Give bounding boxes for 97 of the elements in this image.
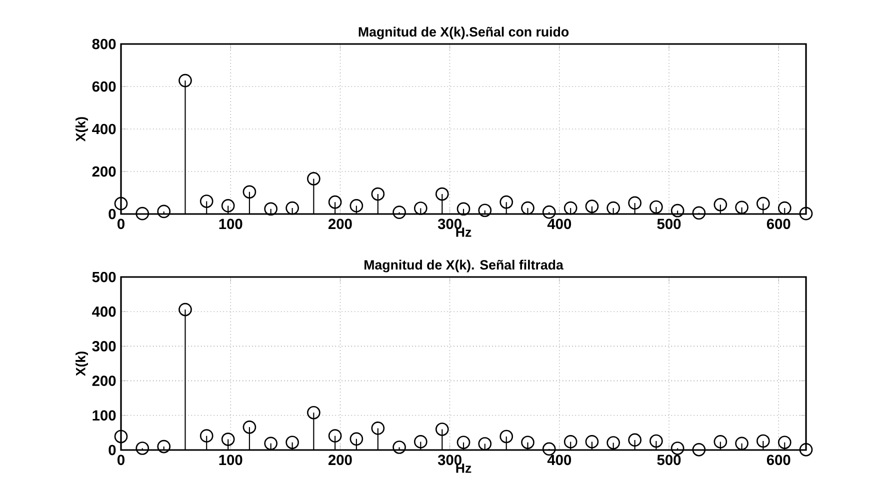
x-tick-label: 600 bbox=[766, 218, 790, 230]
point bbox=[478, 204, 492, 218]
x-tick-label: 0 bbox=[118, 218, 124, 230]
x-tick-label: 100 bbox=[219, 218, 242, 230]
point bbox=[521, 436, 534, 450]
point bbox=[371, 187, 385, 201]
point bbox=[585, 435, 599, 448]
x-tick-label: 300 bbox=[438, 218, 462, 230]
point bbox=[435, 422, 449, 436]
point bbox=[735, 436, 748, 450]
point bbox=[264, 202, 278, 216]
point bbox=[157, 440, 171, 454]
point bbox=[200, 429, 214, 442]
point bbox=[778, 201, 792, 215]
point bbox=[264, 436, 278, 450]
y-tick-label: 600 bbox=[92, 81, 116, 92]
point bbox=[670, 442, 684, 455]
point bbox=[178, 74, 192, 88]
point bbox=[200, 194, 214, 208]
x-tick-label: 400 bbox=[547, 218, 572, 230]
x-tick-label: 400 bbox=[547, 454, 572, 466]
y-axis-title: X(k) bbox=[76, 352, 88, 376]
point bbox=[328, 195, 342, 209]
point bbox=[328, 429, 342, 442]
chart-title: Magnitud de X(k). Señal filtrada bbox=[364, 260, 564, 272]
point bbox=[564, 201, 578, 215]
point bbox=[799, 206, 813, 220]
x-tick-label: 0 bbox=[118, 454, 124, 466]
point bbox=[456, 436, 470, 450]
point bbox=[799, 442, 813, 456]
point bbox=[606, 201, 620, 215]
y-tick-label: 100 bbox=[92, 410, 116, 421]
point bbox=[350, 199, 364, 212]
point bbox=[114, 430, 128, 444]
y-tick-label: 0 bbox=[108, 444, 116, 456]
point bbox=[778, 436, 792, 450]
chart-title: Magnitud de X(k).Señal con ruido bbox=[358, 26, 569, 40]
point bbox=[307, 172, 320, 186]
point bbox=[242, 185, 256, 199]
point bbox=[542, 442, 556, 456]
y-tick-label: 200 bbox=[92, 166, 116, 177]
x-axis-title: Hz bbox=[456, 464, 472, 473]
point bbox=[542, 205, 556, 219]
point bbox=[670, 204, 684, 218]
point bbox=[414, 202, 428, 215]
point bbox=[435, 187, 449, 201]
point bbox=[136, 206, 150, 220]
point bbox=[606, 436, 620, 450]
point bbox=[735, 200, 748, 214]
point bbox=[286, 436, 299, 450]
x-tick-label: 500 bbox=[657, 454, 681, 466]
point bbox=[692, 206, 706, 220]
x-tick-label: 300 bbox=[438, 454, 462, 466]
y-tick-label: 400 bbox=[92, 306, 116, 317]
point bbox=[136, 442, 150, 455]
point bbox=[414, 435, 428, 448]
x-tick-label: 600 bbox=[766, 454, 790, 466]
point bbox=[392, 206, 406, 219]
point bbox=[692, 442, 706, 456]
point bbox=[628, 196, 642, 210]
point bbox=[521, 201, 534, 215]
point bbox=[650, 434, 663, 448]
point bbox=[286, 201, 299, 215]
point bbox=[157, 204, 171, 218]
point bbox=[371, 422, 385, 435]
point bbox=[500, 195, 514, 209]
y-tick-label: 400 bbox=[92, 124, 116, 134]
point bbox=[221, 432, 235, 446]
point bbox=[564, 435, 578, 448]
point bbox=[242, 420, 256, 434]
point bbox=[756, 434, 770, 448]
point bbox=[456, 202, 470, 216]
point bbox=[178, 302, 192, 316]
point bbox=[714, 198, 728, 212]
point bbox=[628, 433, 642, 447]
point bbox=[500, 430, 514, 444]
y-tick-label: 0 bbox=[108, 208, 116, 220]
point bbox=[650, 200, 663, 214]
x-tick-label: 200 bbox=[328, 218, 352, 230]
point bbox=[756, 196, 770, 210]
y-tick-label: 200 bbox=[92, 376, 116, 386]
y-axis-title: X(k) bbox=[76, 117, 88, 142]
point bbox=[392, 440, 406, 454]
x-tick-label: 100 bbox=[219, 454, 242, 466]
y-tick-label: 500 bbox=[92, 272, 116, 282]
point bbox=[714, 435, 728, 448]
x-tick-label: 500 bbox=[657, 218, 681, 230]
y-tick-label: 800 bbox=[92, 38, 116, 50]
point bbox=[114, 196, 128, 210]
point bbox=[307, 406, 320, 420]
point bbox=[585, 200, 599, 214]
x-axis-title: Hz bbox=[456, 228, 472, 237]
x-tick-label: 200 bbox=[328, 454, 352, 466]
point bbox=[350, 432, 364, 446]
point bbox=[221, 199, 235, 212]
point bbox=[478, 437, 492, 450]
y-tick-label: 300 bbox=[92, 341, 116, 352]
